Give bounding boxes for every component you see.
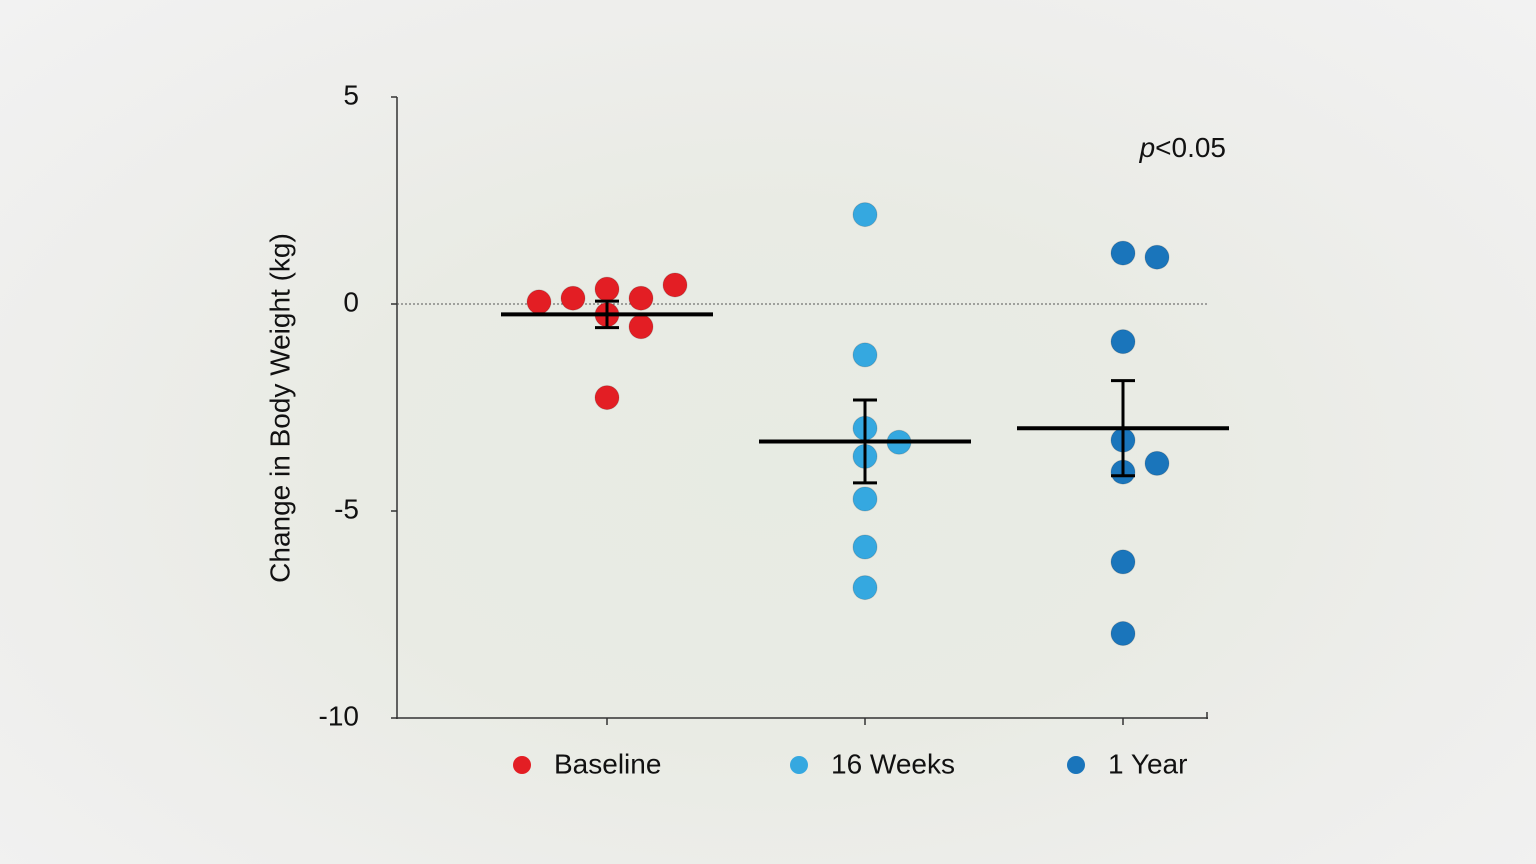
y-axis-label: Change in Body Weight (kg) (264, 233, 295, 583)
data-point (1110, 621, 1136, 647)
data-point (594, 385, 620, 411)
data-point (852, 486, 878, 512)
data-point (1110, 240, 1136, 266)
y-tick-label: 0 (343, 286, 359, 317)
data-point (1144, 244, 1170, 270)
data-point (852, 534, 878, 560)
data-point (1110, 549, 1136, 575)
legend-label: 1 Year (1108, 748, 1187, 779)
legend-label: Baseline (554, 748, 661, 779)
data-point (852, 575, 878, 601)
y-tick-label: -5 (334, 493, 359, 524)
data-point (662, 272, 688, 298)
legend-marker (1067, 756, 1085, 774)
data-point (526, 289, 552, 315)
legend-label: 16 Weeks (831, 748, 955, 779)
data-point (852, 342, 878, 368)
data-point (1144, 450, 1170, 476)
y-tick-label: -10 (319, 700, 359, 731)
data-point (628, 285, 654, 311)
data-point (560, 285, 586, 311)
legend-marker (513, 756, 531, 774)
y-tick-label: 5 (343, 79, 359, 110)
data-point (594, 276, 620, 302)
annotation: p<0.05 (1139, 132, 1226, 163)
legend-marker (790, 756, 808, 774)
data-point (852, 202, 878, 228)
data-point (1110, 329, 1136, 355)
data-point (628, 314, 654, 340)
